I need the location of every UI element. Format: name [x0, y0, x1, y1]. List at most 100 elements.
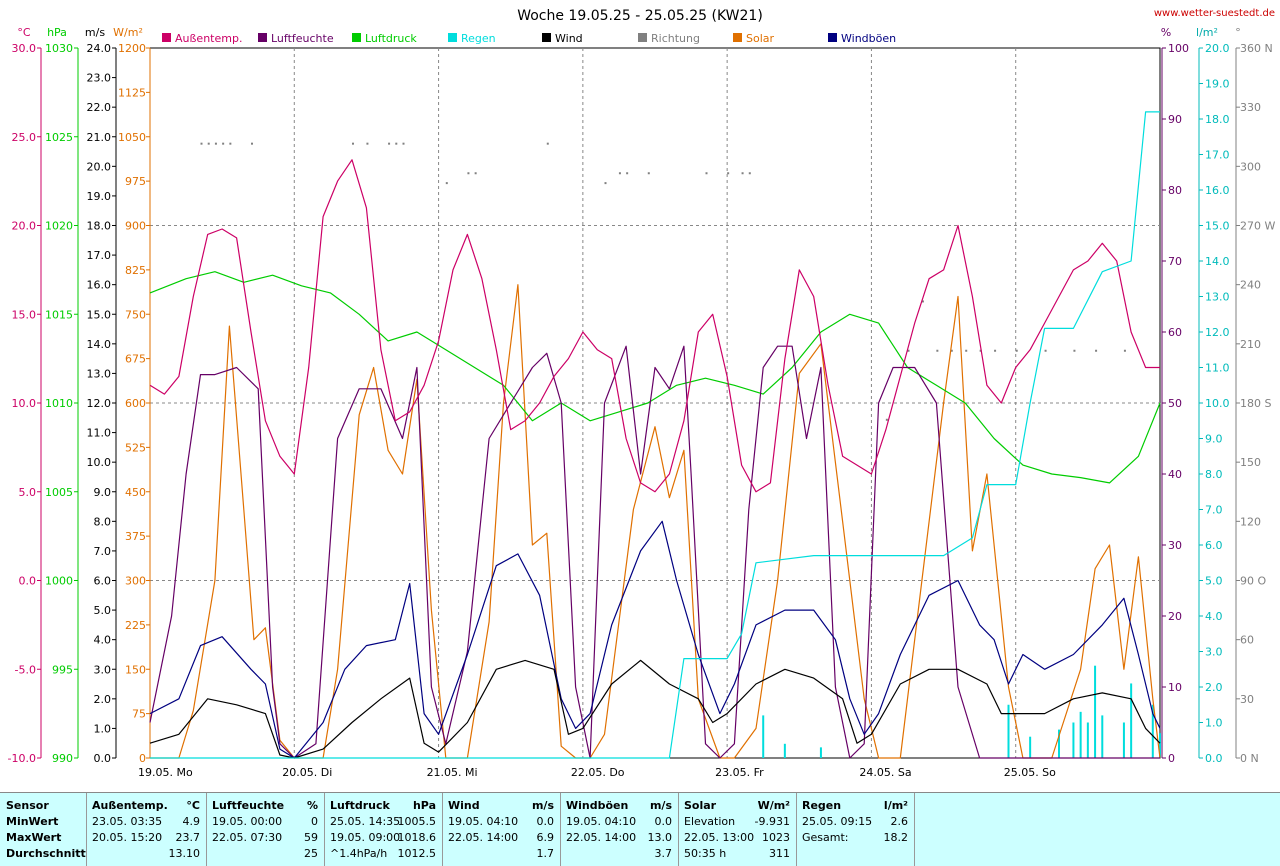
wind-axis-tick-label: 8.0: [94, 515, 112, 528]
direction-axis-tick-label: 300: [1240, 160, 1261, 173]
stats-row: 1.7: [448, 847, 555, 863]
stats-row: 23.05. 03:35 4.9: [92, 815, 200, 831]
legend-label: Luftfeuchte: [271, 32, 334, 45]
stats-column-header: Wind m/s: [448, 799, 554, 815]
stats-column-title: Luftfeuchte: [212, 799, 285, 812]
site-link[interactable]: www.wetter-suestedt.de: [1154, 8, 1275, 19]
direction-dot: [921, 300, 924, 303]
stats-column-header: Luftdruck hPa: [330, 799, 436, 815]
direction-dot: [950, 349, 953, 352]
rain-axis-tick-label: 15.0: [1205, 220, 1230, 233]
direction-dot: [1015, 349, 1018, 352]
stats-cell-value: 1018.6: [397, 831, 437, 844]
pressure-axis-tick-label: 990: [52, 752, 73, 765]
stats-row: 13.10: [92, 847, 201, 863]
stats-cell-label: 22.05. 14:00: [448, 831, 519, 844]
solar-axis-tick-label: 300: [125, 575, 146, 588]
stats-cell-label: ^1.4hPa/h: [330, 847, 388, 860]
stats-row: 19.05. 09:00 1018.6: [330, 831, 436, 847]
pressure-axis-tick-label: 995: [52, 663, 73, 676]
day-label: 24.05. Sa: [859, 766, 911, 779]
series-line-luftfeuchte: [149, 345, 1160, 759]
wind-axis-tick-label: 9.0: [94, 486, 112, 499]
rain-axis-tick-label: 0.0: [1205, 752, 1223, 765]
humidity-axis-tick-label: 90: [1168, 113, 1182, 126]
direction-axis-tick-label: 150: [1240, 456, 1261, 469]
stats-column-title: Windböen: [566, 799, 629, 812]
direction-dot: [388, 142, 391, 145]
direction-unit-label: °: [1235, 26, 1241, 39]
humidity-axis-tick-label: 50: [1168, 397, 1182, 410]
stats-cell-label: Gesamt:: [802, 831, 849, 844]
rain-bar: [1007, 704, 1010, 758]
stats-row: Gesamt: 18.2: [802, 831, 908, 847]
rain-axis-tick-label: 18.0: [1205, 113, 1230, 126]
solar-axis-tick-label: 750: [125, 308, 146, 321]
solar-axis-tick-label: 900: [125, 220, 146, 233]
humidity-axis-tick-label: 60: [1168, 326, 1182, 339]
stats-cell-label: 22.05. 07:30: [212, 831, 283, 844]
direction-dot: [467, 172, 470, 175]
legend-swatch: [733, 33, 742, 42]
stats-column-title: Regen: [802, 799, 842, 812]
temp-axis-tick-label: -5.0: [15, 663, 36, 676]
stats-column-title: Außentemp.: [92, 799, 168, 812]
legend-label: Windböen: [841, 32, 896, 45]
legend-label: Luftdruck: [365, 32, 417, 45]
direction-axis-tick-label: 0 N: [1240, 752, 1259, 765]
stats-column-title: Solar: [684, 799, 717, 812]
direction-dot: [907, 349, 910, 352]
rain-bar: [1029, 736, 1032, 758]
rain-axis-tick-label: 5.0: [1205, 575, 1223, 588]
stats-column-header: Außentemp. °C: [92, 799, 200, 815]
temp-axis-tick-label: 30.0: [12, 42, 37, 55]
direction-dot: [979, 349, 982, 352]
direction-axis-tick-label: 30: [1240, 693, 1254, 706]
direction-dot: [1044, 349, 1047, 352]
rain-bar: [1086, 722, 1089, 758]
stats-cell-label: 22.05. 14:00: [566, 831, 637, 844]
rain-bar: [762, 715, 765, 758]
stats-cell-value: 25: [304, 847, 318, 860]
rain-bar: [1079, 711, 1082, 758]
solar-axis-tick-label: 75: [132, 708, 146, 721]
direction-dot: [727, 172, 730, 175]
stats-cell-value: 0.0: [654, 815, 673, 828]
direction-dot: [229, 142, 232, 145]
series-line-luftdruck: [149, 271, 1161, 484]
humidity-axis-tick-label: 10: [1168, 681, 1182, 694]
solar-axis-tick-label: 975: [125, 175, 146, 188]
rain-axis-tick-label: 9.0: [1205, 433, 1223, 446]
stats-cell-value: 311: [769, 847, 790, 860]
direction-dots: [200, 142, 1126, 421]
stats-column-title: Wind: [448, 799, 480, 812]
stats-cell-value: 1023: [762, 831, 790, 844]
direction-dot: [626, 172, 629, 175]
rain-axis-tick-label: 2.0: [1205, 681, 1223, 694]
stats-cell-label: 20.05. 15:20: [92, 831, 163, 844]
solar-axis-tick-label: 0: [139, 752, 146, 765]
wind-axis-tick-label: 24.0: [87, 42, 112, 55]
stats-row: MaxWert: [6, 831, 80, 847]
stats-cell-value: 13.0: [647, 831, 673, 844]
stats-row: 22.05. 14:00 6.9: [448, 831, 554, 847]
pressure-axis-tick-label: 1010: [45, 397, 73, 410]
wind-axis-tick-label: 20.0: [87, 160, 112, 173]
rain-axis-tick-label: 14.0: [1205, 255, 1230, 268]
stats-column-header: Sensor: [6, 799, 80, 815]
wind-axis-tick-label: 11.0: [87, 427, 112, 440]
wind-axis-tick-label: 22.0: [87, 101, 112, 114]
direction-dot: [200, 142, 203, 145]
direction-dot: [546, 142, 549, 145]
direction-dot: [251, 142, 253, 145]
stats-cell-value: 18.2: [883, 831, 909, 844]
rain-axis-tick-label: 19.0: [1205, 78, 1230, 91]
stats-cell-label: 19.05. 04:10: [566, 815, 637, 828]
wind-axis-tick-label: 15.0: [87, 308, 112, 321]
stats-cell-label: 25.05. 14:35: [330, 815, 401, 828]
wind-axis-tick-label: 23.0: [87, 72, 112, 85]
rain-bar: [1122, 722, 1125, 758]
series-line-windböen: [149, 520, 1161, 759]
stats-column: Luftdruck hPa 25.05. 14:35 1005.5 19.05. 09:…: [324, 793, 443, 866]
wind-axis-tick-label: 16.0: [87, 279, 112, 292]
